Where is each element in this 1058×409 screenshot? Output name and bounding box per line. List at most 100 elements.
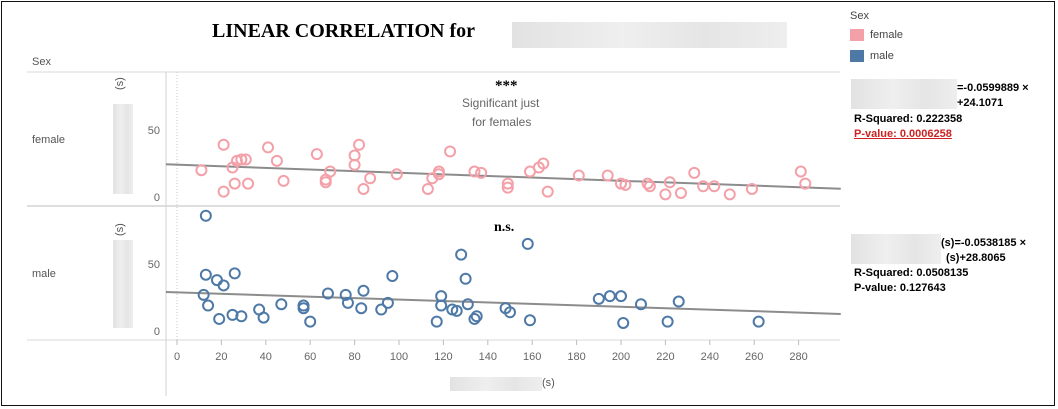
point-male-4: [210, 274, 223, 287]
point-male-17: [339, 288, 352, 301]
legend-item-female[interactable]: female: [850, 29, 903, 41]
point-male-42: [634, 298, 647, 311]
point-female-40: [643, 180, 656, 193]
point-female-18: [353, 138, 366, 151]
x-tick-label-13: 260: [745, 351, 763, 363]
point-male-43: [661, 315, 674, 328]
point-male-23: [386, 270, 399, 283]
point-female-35: [572, 169, 585, 182]
trend-line-female: [165, 163, 841, 190]
eq-male-line1: (s)=-0.0538185 ×: [941, 237, 1027, 249]
point-female-33: [537, 157, 550, 170]
point-male-18: [341, 296, 354, 309]
legend-swatch-male: [850, 50, 864, 62]
redacted-eq-male: [851, 234, 941, 264]
annotation-female-line2: for females: [472, 115, 532, 129]
point-female-25: [432, 165, 445, 178]
x-tick-label-6: 120: [434, 351, 452, 363]
point-male-8: [228, 267, 241, 280]
redacted-y-label-female: [113, 104, 133, 194]
point-male-32: [468, 312, 481, 325]
legend-swatch-female: [850, 29, 864, 41]
x-tick-label-4: 80: [348, 351, 360, 363]
p-value-female: P-value: 0.0006258: [854, 128, 952, 140]
point-female-28: [475, 166, 488, 179]
marker-male: n.s.: [494, 220, 515, 235]
point-female-39: [641, 177, 654, 190]
r-squared-female: R-Squared: 0.222358: [854, 113, 963, 125]
point-female-4: [228, 177, 241, 190]
point-male-28: [450, 304, 463, 317]
point-male-41: [617, 316, 630, 329]
point-male-38: [592, 292, 605, 305]
point-male-6: [217, 279, 230, 292]
eq-female-line2: +24.1071: [957, 97, 1004, 109]
point-male-1: [197, 288, 210, 301]
x-tick-label-2: 40: [260, 351, 272, 363]
x-tick-label-12: 240: [701, 351, 719, 363]
point-female-15: [324, 165, 337, 178]
point-male-31: [461, 298, 474, 311]
x-tick-label-11: 220: [656, 351, 674, 363]
point-female-50: [799, 177, 812, 190]
y-tick-label-male-1: 50: [148, 259, 160, 271]
legend-title: Sex: [850, 10, 869, 22]
eq-male-line2: (s)+28.8065: [946, 252, 1006, 264]
marker-female: ***: [495, 78, 518, 94]
point-male-15: [304, 315, 317, 328]
point-male-30: [459, 272, 472, 285]
point-male-37: [523, 314, 536, 327]
point-female-1: [217, 138, 230, 151]
point-female-7: [239, 153, 252, 166]
point-female-46: [708, 180, 721, 193]
point-female-30: [501, 181, 514, 194]
point-female-12: [310, 148, 323, 161]
point-female-29: [501, 177, 514, 190]
point-female-43: [674, 186, 687, 199]
point-male-5: [213, 312, 226, 325]
point-female-9: [262, 141, 275, 154]
x-axis-unit: (s): [542, 377, 555, 389]
point-female-49: [794, 165, 807, 178]
x-tick-label-7: 140: [479, 351, 497, 363]
y-tick-label-male-0: 0: [154, 326, 160, 338]
point-male-26: [435, 299, 448, 312]
point-male-20: [357, 284, 370, 297]
point-female-6: [235, 153, 248, 166]
point-male-21: [375, 303, 388, 316]
legend-item-male[interactable]: male: [850, 50, 894, 62]
point-male-45: [752, 315, 765, 328]
point-female-48: [745, 182, 758, 195]
point-male-39: [603, 290, 616, 303]
point-female-0: [195, 164, 208, 177]
point-male-24: [430, 315, 443, 328]
point-female-45: [697, 180, 710, 193]
redacted-eq-female: [851, 79, 957, 109]
eq-female-line1: =-0.0599889 ×: [957, 82, 1029, 94]
point-male-35: [504, 306, 516, 319]
point-female-34: [541, 185, 554, 198]
point-female-20: [364, 172, 377, 185]
annotation-female-line1: Significant just: [462, 96, 540, 110]
legend-label-female: female: [870, 29, 904, 41]
point-male-36: [521, 237, 534, 250]
redacted-title-block: [512, 22, 787, 48]
x-tick-label-8: 160: [523, 351, 541, 363]
point-female-10: [270, 154, 283, 167]
point-female-26: [444, 145, 457, 158]
point-male-33: [470, 310, 483, 323]
row-header: Sex: [32, 56, 51, 68]
point-male-22: [381, 296, 394, 309]
point-female-2: [217, 185, 230, 198]
point-male-9: [235, 310, 248, 323]
chart-title: LINEAR CORRELATION for: [212, 20, 475, 42]
panel-label-male: male: [32, 268, 56, 280]
point-male-3: [202, 299, 215, 312]
point-male-16: [321, 287, 334, 300]
point-female-44: [688, 166, 701, 179]
point-male-14: [297, 302, 310, 315]
point-female-36: [601, 169, 614, 182]
p-value-male: P-value: 0.127643: [854, 282, 946, 294]
point-male-12: [275, 298, 288, 311]
